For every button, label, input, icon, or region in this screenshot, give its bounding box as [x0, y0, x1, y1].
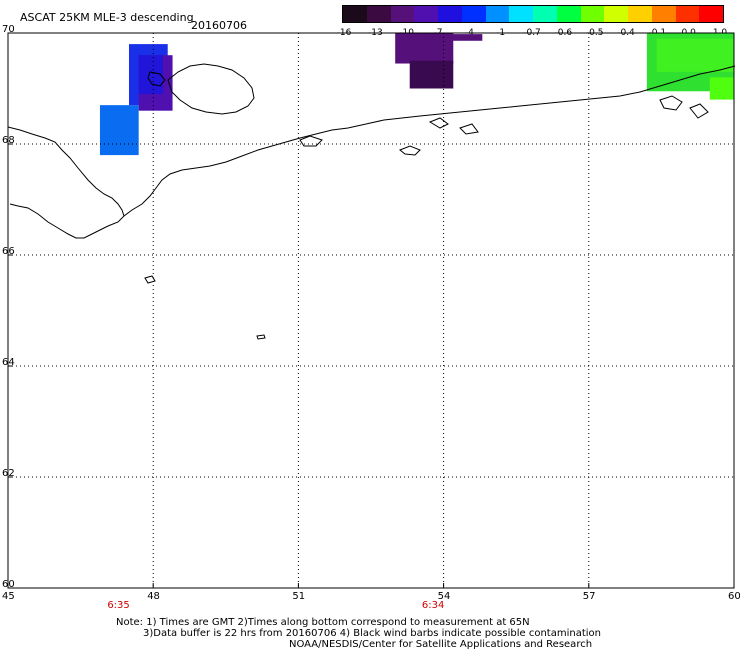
colorbar-swatch: [533, 6, 557, 22]
colorbar-swatch: [461, 6, 486, 22]
colorbar: [342, 5, 724, 23]
coastline-yugorsky-islands: [659, 95, 683, 111]
swath-cell: [656, 38, 734, 72]
colorbar-swatch: [343, 6, 367, 22]
swath-cell: [99, 105, 139, 156]
lon-label: 45: [2, 591, 15, 602]
time-label: 6:34: [421, 600, 445, 611]
colorbar-swatch: [390, 6, 415, 22]
lon-label: 57: [582, 591, 596, 602]
coastline-pechora-inlet-1: [299, 135, 323, 147]
lat-label: 62: [2, 468, 15, 479]
colorbar-swatch: [675, 6, 700, 22]
lon-label: 48: [147, 591, 160, 602]
swath-cell: [424, 34, 483, 41]
axis-ticks: [7, 32, 735, 589]
swath-cell: [138, 55, 163, 95]
colorbar-swatch: [651, 6, 676, 22]
map-canvas: [7, 32, 736, 589]
colorbar-swatch: [438, 6, 462, 22]
time-label: 6:35: [107, 600, 130, 611]
lat-label: 60: [2, 579, 15, 590]
swath-cell: [709, 77, 734, 100]
coastline-small-island-2: [256, 334, 266, 340]
colorbar-swatch: [485, 6, 510, 22]
swath-cells: [99, 33, 734, 156]
lat-label: 70: [2, 24, 15, 35]
lat-lon-grid: [8, 33, 734, 588]
footer-credit: NOAA/NESDIS/Center for Satellite Applica…: [289, 639, 593, 650]
swath-cell: [409, 60, 454, 89]
lon-label: 60: [728, 591, 740, 602]
colorbar-swatch: [556, 6, 581, 22]
colorbar-swatch: [414, 6, 438, 22]
coastline-kanin-peninsula: [167, 63, 255, 115]
lon-label: 54: [437, 591, 451, 602]
coastline: [7, 63, 736, 340]
page-date: 20160706: [191, 19, 247, 32]
coastline-pechora-islands: [399, 145, 421, 156]
coastline-kola-peninsula: [7, 126, 125, 239]
colorbar-swatch: [580, 6, 605, 22]
coastline-kolguev-island: [147, 71, 166, 87]
lat-label: 68: [2, 135, 15, 146]
coastline-pechora-inlet-3: [459, 123, 479, 135]
lat-label: 66: [2, 246, 15, 257]
page-title: ASCAT 25KM MLE-3 descending: [20, 11, 194, 24]
lat-label: 64: [2, 357, 15, 368]
colorbar-swatch: [628, 6, 652, 22]
colorbar-swatch: [509, 6, 533, 22]
coastline-small-island-1: [144, 275, 156, 284]
coastline-pechora-inlet-2: [428, 117, 449, 129]
lon-label: 51: [292, 591, 306, 602]
map-frame: [7, 32, 735, 589]
coastline-yugorsky-islands-2: [689, 103, 709, 119]
coastline-mezen-coast: [123, 65, 736, 217]
footer-note-line-2: 3)Data buffer is 22 hrs from 20160706 4)…: [143, 628, 601, 639]
footer-note-line-1: Note: 1) Times are GMT 2)Times along bot…: [116, 617, 530, 628]
colorbar-swatch: [366, 6, 391, 22]
colorbar-swatch: [699, 6, 723, 22]
colorbar-swatch: [604, 6, 628, 22]
